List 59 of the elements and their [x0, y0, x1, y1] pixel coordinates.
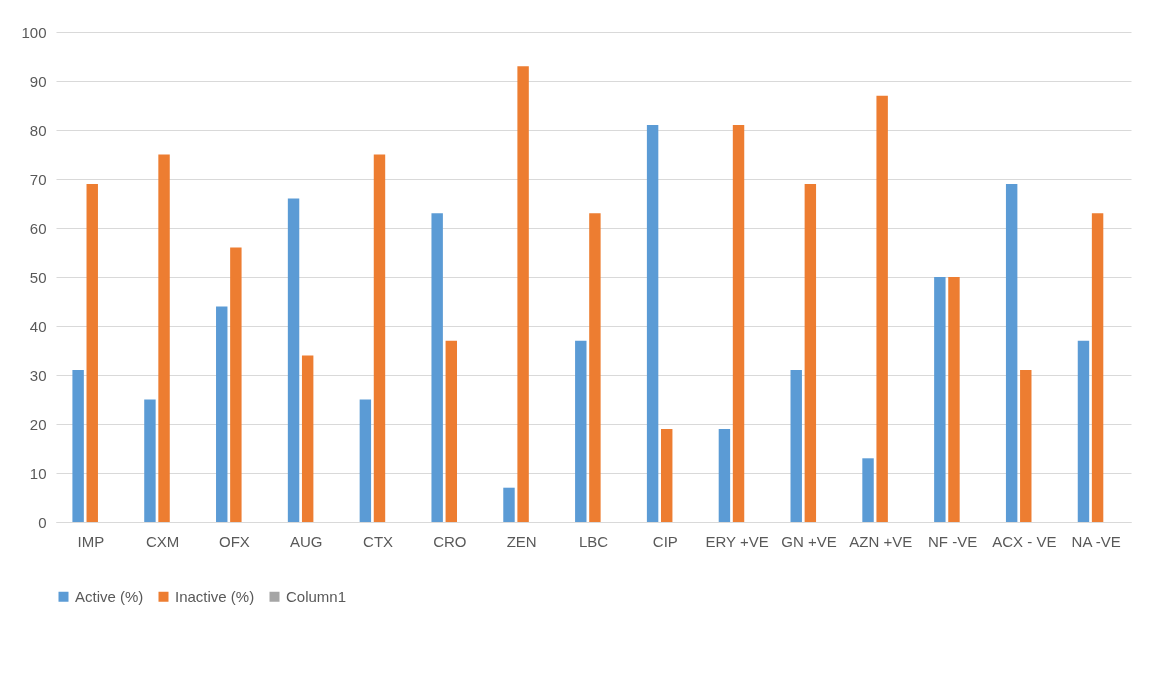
x-tick-label: CTX: [363, 532, 394, 550]
x-tick-label: AZN +VE: [849, 532, 913, 550]
bar: [216, 306, 228, 522]
bar: [804, 183, 817, 522]
bar: [517, 66, 529, 522]
bar: [158, 154, 170, 522]
x-tick-label: ERY +VE: [705, 532, 769, 550]
bar: [287, 198, 300, 522]
y-tick-label: 20: [29, 415, 47, 433]
x-tick-label: IMP: [77, 532, 105, 550]
bar: [646, 125, 659, 522]
y-tick-label: 70: [29, 170, 47, 188]
y-tick-label: 100: [21, 23, 47, 41]
bar: [732, 125, 745, 522]
bar: [301, 355, 314, 522]
bar: [1091, 213, 1104, 522]
y-tick-label: 90: [29, 72, 47, 90]
y-tick-label: 60: [29, 219, 47, 237]
x-tick-label: CRO: [433, 532, 467, 550]
x-tick-label: GN +VE: [781, 532, 837, 550]
bar: [230, 247, 242, 522]
x-tick-label: OFX: [219, 532, 250, 550]
x-tick-label: CXM: [145, 532, 180, 550]
y-tick-label: 80: [29, 121, 47, 139]
y-tick-label: 0: [38, 513, 47, 531]
legend-label: Active (%): [75, 587, 144, 605]
bar: [359, 399, 372, 522]
bar: [862, 458, 874, 522]
x-tick-label: NF -VE: [927, 532, 978, 550]
y-tick-label: 40: [29, 317, 47, 335]
bar: [934, 277, 946, 522]
bar: [790, 370, 802, 522]
bar: [86, 183, 98, 522]
bar: [589, 213, 601, 522]
x-tick-label: AUG: [290, 532, 323, 550]
x-tick-label: ACX - VE: [992, 532, 1057, 550]
bar: [575, 340, 587, 522]
bar: [661, 428, 673, 522]
bar: [876, 95, 888, 522]
x-tick-label: CIP: [652, 532, 678, 550]
y-tick-label: 50: [29, 268, 47, 286]
bar: [144, 399, 156, 522]
bar: [72, 370, 84, 522]
legend-label: Column1: [286, 587, 347, 605]
bar: [718, 428, 731, 522]
x-tick-label: ZEN: [506, 532, 537, 550]
bar: [948, 277, 960, 522]
x-tick-label: NA -VE: [1071, 532, 1121, 550]
bar: [1077, 340, 1090, 522]
bar: [431, 213, 443, 522]
y-tick-label: 10: [29, 464, 47, 482]
bar: [1005, 183, 1018, 522]
bar: [445, 340, 458, 522]
bar: [1020, 370, 1032, 522]
y-tick-label: 30: [29, 366, 47, 384]
legend-label: Inactive (%): [175, 587, 255, 605]
bar: [373, 154, 386, 522]
bar: [503, 487, 515, 522]
x-tick-label: LBC: [578, 532, 609, 550]
